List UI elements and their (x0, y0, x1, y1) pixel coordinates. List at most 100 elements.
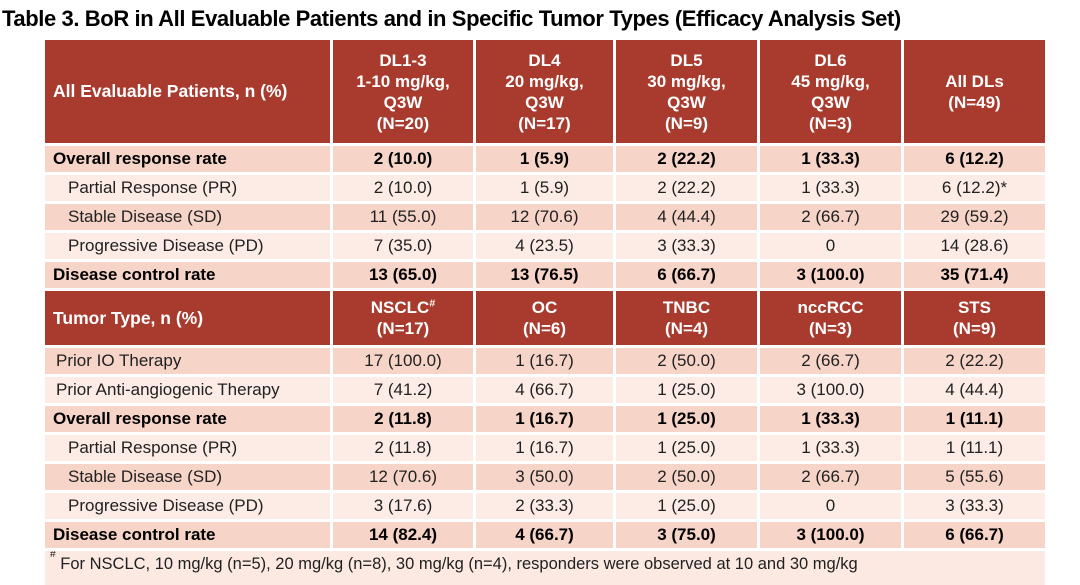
data-cell: 2 (22.2) (616, 146, 757, 172)
data-cell: 7 (41.2) (333, 377, 473, 403)
row-label-cell: Progressive Disease (PD) (45, 493, 330, 519)
table-row: Overall response rate 2 (11.8) 1 (16.7) 1 (… (45, 406, 1045, 432)
data-cell: 1 (16.7) (476, 348, 613, 374)
data-cell: 1 (33.3) (760, 435, 901, 461)
data-cell: 1 (33.3) (760, 146, 901, 172)
data-cell: 13 (65.0) (333, 262, 473, 288)
table-row: Disease control rate 14 (82.4) 4 (66.7) 3 (… (45, 522, 1045, 548)
table-row: Partial Response (PR) 2 (10.0) 1 (5.9) 2 (2… (45, 175, 1045, 201)
data-cell: 4 (44.4) (616, 204, 757, 230)
data-cell: 4 (66.7) (476, 377, 613, 403)
column-header-cell: DL4 20 mg/kg, Q3W (N=17) (476, 40, 613, 143)
efficacy-table: All Evaluable Patients, n (%) DL1-3 1-10 m… (45, 40, 1045, 585)
data-cell: 1 (25.0) (616, 406, 757, 432)
data-cell: 5 (55.6) (904, 464, 1045, 490)
column-header-cell: DL6 45 mg/kg, Q3W (N=3) (760, 40, 901, 143)
data-cell: 17 (100.0) (333, 348, 473, 374)
data-cell: 1 (16.7) (476, 435, 613, 461)
data-cell: 2 (66.7) (760, 204, 901, 230)
data-cell: 14 (28.6) (904, 233, 1045, 259)
data-cell: 1 (33.3) (760, 406, 901, 432)
data-cell: 2 (11.8) (333, 406, 473, 432)
data-cell: 2 (10.0) (333, 146, 473, 172)
data-cell: 1 (16.7) (476, 406, 613, 432)
column-header-cell: All DLs (N=49) (904, 40, 1045, 143)
column-header-cell: TNBC (N=4) (616, 291, 757, 345)
row-label-cell: Progressive Disease (PD) (45, 233, 330, 259)
data-cell: 11 (55.0) (333, 204, 473, 230)
data-cell: 2 (22.2) (904, 348, 1045, 374)
section-header-label: All Evaluable Patients, n (%) (45, 40, 330, 143)
data-cell: 3 (100.0) (760, 262, 901, 288)
data-cell: 6 (66.7) (616, 262, 757, 288)
row-label-cell: Stable Disease (SD) (45, 204, 330, 230)
data-cell: 29 (59.2) (904, 204, 1045, 230)
data-cell: 1 (25.0) (616, 493, 757, 519)
data-cell: 1 (11.1) (904, 406, 1045, 432)
column-header-cell: OC (N=6) (476, 291, 613, 345)
footnote-cell: # For NSCLC, 10 mg/kg (n=5), 20 mg/kg (n… (45, 551, 1045, 585)
data-cell: 1 (5.9) (476, 175, 613, 201)
column-header-cell: NSCLC# (N=17) (333, 291, 473, 345)
column-header-cell: DL1-3 1-10 mg/kg, Q3W (N=20) (333, 40, 473, 143)
data-cell: 6 (66.7) (904, 522, 1045, 548)
table-row: Stable Disease (SD) 11 (55.0) 12 (70.6) 4 (… (45, 204, 1045, 230)
row-label-cell: Partial Response (PR) (45, 175, 330, 201)
row-label-cell: Overall response rate (45, 146, 330, 172)
data-cell: 2 (66.7) (760, 348, 901, 374)
data-cell: 1 (33.3) (760, 175, 901, 201)
data-cell: 6 (12.2) (904, 146, 1045, 172)
data-cell: 2 (50.0) (616, 464, 757, 490)
data-cell: 12 (70.6) (476, 204, 613, 230)
section-header-row: All Evaluable Patients, n (%) DL1-3 1-10 m… (45, 40, 1045, 143)
data-cell: 2 (22.2) (616, 175, 757, 201)
data-cell: 3 (33.3) (904, 493, 1045, 519)
data-cell: 3 (100.0) (760, 522, 901, 548)
table-row: Prior IO Therapy 17 (100.0) 1 (16.7) 2 (50.… (45, 348, 1045, 374)
row-label-cell: Prior Anti-angiogenic Therapy (45, 377, 330, 403)
data-cell: 2 (50.0) (616, 348, 757, 374)
table-row: Prior Anti-angiogenic Therapy 7 (41.2) 4 (… (45, 377, 1045, 403)
data-cell: 3 (33.3) (616, 233, 757, 259)
row-label-cell: Stable Disease (SD) (45, 464, 330, 490)
row-label-cell: Prior IO Therapy (45, 348, 330, 374)
data-cell: 2 (66.7) (760, 464, 901, 490)
data-cell: 1 (25.0) (616, 435, 757, 461)
data-cell: 7 (35.0) (333, 233, 473, 259)
data-cell: 1 (25.0) (616, 377, 757, 403)
data-cell: 12 (70.6) (333, 464, 473, 490)
data-cell: 0 (760, 493, 901, 519)
column-header-cell: STS (N=9) (904, 291, 1045, 345)
section-header-row: Tumor Type, n (%) NSCLC# (N=17) OC (N=6) TNBC… (45, 291, 1045, 345)
data-cell: 4 (44.4) (904, 377, 1045, 403)
data-cell: 3 (50.0) (476, 464, 613, 490)
row-label-cell: Overall response rate (45, 406, 330, 432)
row-label-cell: Disease control rate (45, 522, 330, 548)
row-label-cell: Partial Response (PR) (45, 435, 330, 461)
data-cell: 3 (100.0) (760, 377, 901, 403)
table-row: Partial Response (PR) 2 (11.8) 1 (16.7) 1 (… (45, 435, 1045, 461)
data-cell: 4 (23.5) (476, 233, 613, 259)
column-header-cell: nccRCC (N=3) (760, 291, 901, 345)
data-cell: 2 (11.8) (333, 435, 473, 461)
footnote-row: # For NSCLC, 10 mg/kg (n=5), 20 mg/kg (n… (45, 551, 1045, 585)
table-row: Stable Disease (SD) 12 (70.6) 3 (50.0) 2 (5… (45, 464, 1045, 490)
data-cell: 2 (10.0) (333, 175, 473, 201)
column-header-cell: DL5 30 mg/kg, Q3W (N=9) (616, 40, 757, 143)
data-cell: 6 (12.2)* (904, 175, 1045, 201)
data-cell: 35 (71.4) (904, 262, 1045, 288)
section-header-label: Tumor Type, n (%) (45, 291, 330, 345)
table-row: Disease control rate 13 (65.0) 13 (76.5) 6 … (45, 262, 1045, 288)
data-cell: 1 (11.1) (904, 435, 1045, 461)
data-cell: 1 (5.9) (476, 146, 613, 172)
data-cell: 3 (17.6) (333, 493, 473, 519)
data-cell: 0 (760, 233, 901, 259)
table-title: Table 3. BoR in All Evaluable Patients a… (2, 6, 901, 31)
table-row: Progressive Disease (PD) 3 (17.6) 2 (33.3)… (45, 493, 1045, 519)
data-cell: 3 (75.0) (616, 522, 757, 548)
data-cell: 14 (82.4) (333, 522, 473, 548)
data-cell: 13 (76.5) (476, 262, 613, 288)
data-cell: 2 (33.3) (476, 493, 613, 519)
row-label-cell: Disease control rate (45, 262, 330, 288)
table-row: Overall response rate 2 (10.0) 1 (5.9) 2 (2… (45, 146, 1045, 172)
